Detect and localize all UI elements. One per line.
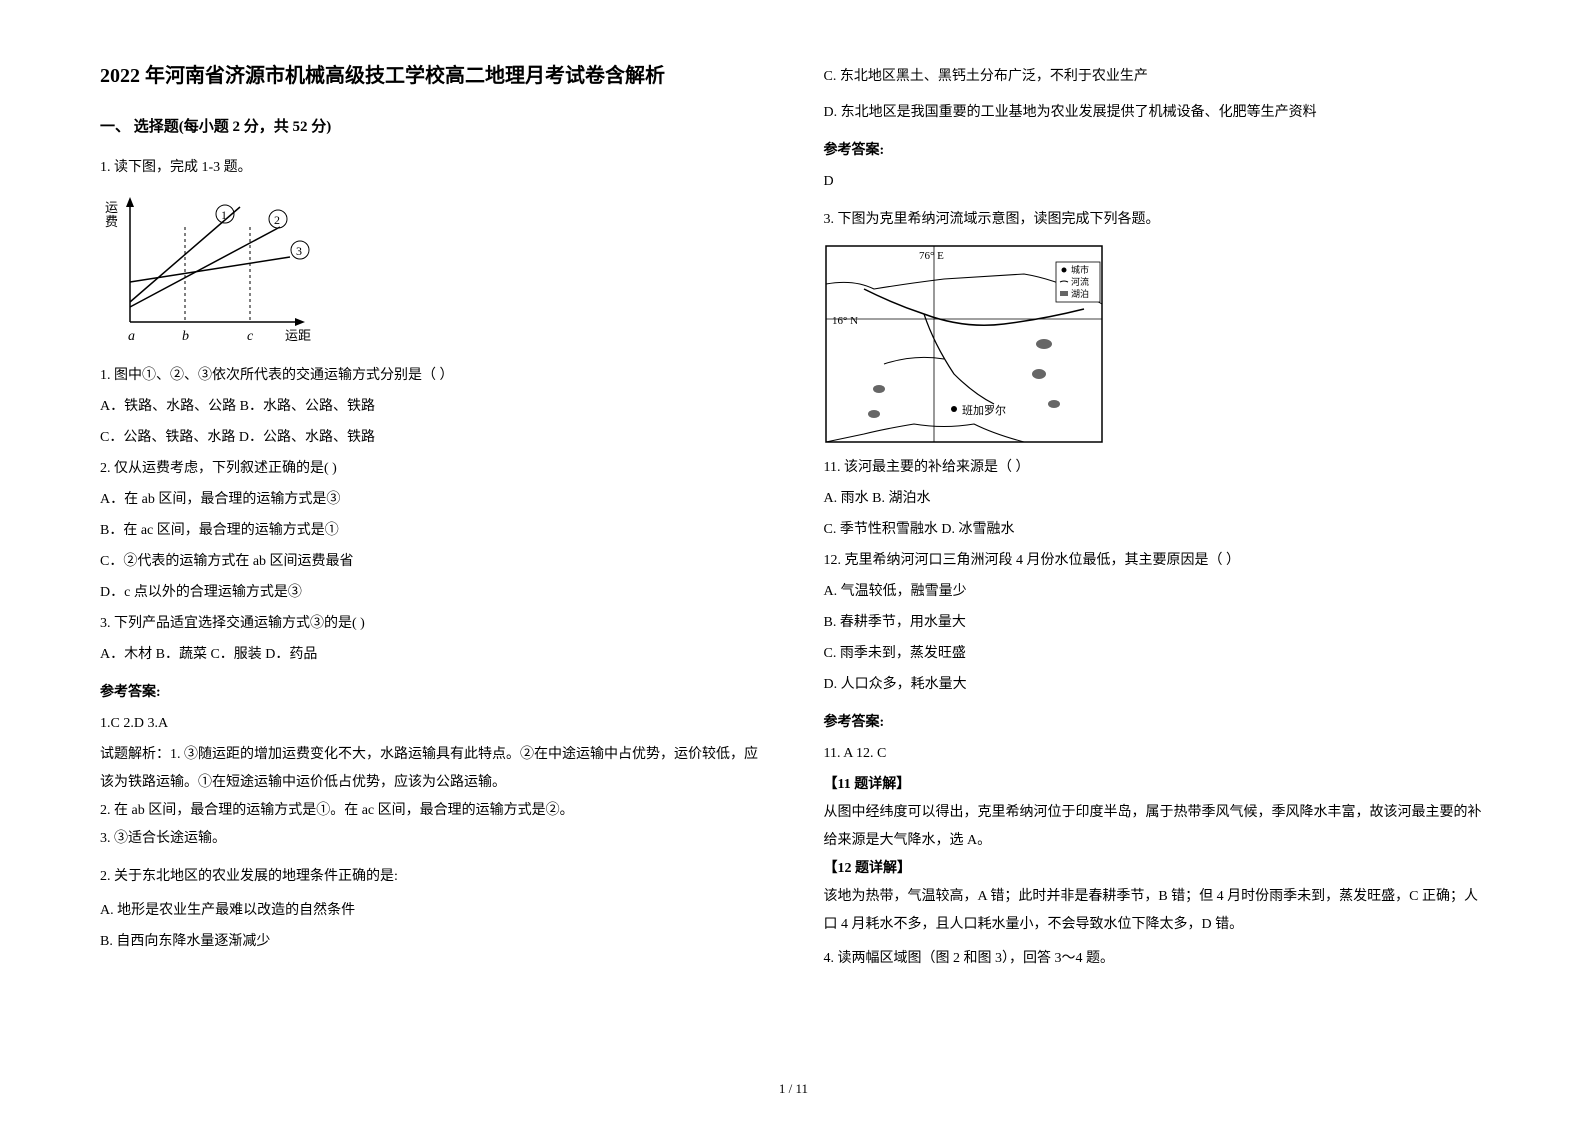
q3-intro: 3. 下图为克里希纳河流域示意图，读图完成下列各题。: [824, 206, 1488, 234]
q1-sub1-opts-cd: C．公路、铁路、水路 D．公路、水路、铁路: [100, 424, 764, 452]
q3-sub11-ab: A. 雨水 B. 湖泊水: [824, 485, 1488, 513]
explain11: 从图中经纬度可以得出，克里希纳河位于印度半岛，属于热带季风气候，季风降水丰富，故…: [824, 799, 1488, 855]
svg-text:湖泊: 湖泊: [1071, 289, 1089, 299]
q1-sub1-opts-ab: A．铁路、水路、公路 B．水路、公路、铁路: [100, 393, 764, 421]
q1-explain2: 2. 在 ab 区间，最合理的运输方式是①。在 ac 区间，最合理的运输方式是②…: [100, 797, 764, 825]
svg-text:班加罗尔: 班加罗尔: [962, 404, 1006, 417]
q1-sub2-a: A．在 ab 区间，最合理的运输方式是③: [100, 486, 764, 514]
exam-title: 2022 年河南省济源市机械高级技工学校高二地理月考试卷含解析: [100, 60, 764, 92]
q1-sub2: 2. 仅从运费考虑，下列叙述正确的是( ): [100, 455, 764, 483]
q3-sub11: 11. 该河最主要的补给来源是（ ）: [824, 454, 1488, 482]
q3-sub12-c: C. 雨季未到，蒸发旺盛: [824, 640, 1488, 668]
transport-cost-chart: 运 费 运距 a b c 1 2 3: [100, 192, 320, 352]
q3-sub11-cd: C. 季节性积雪融水 D. 冰雪融水: [824, 516, 1488, 544]
explain11-label: 【11 题详解】: [824, 771, 1488, 799]
page-container: 2022 年河南省济源市机械高级技工学校高二地理月考试卷含解析 一、 选择题(每…: [100, 60, 1487, 979]
krishna-river-map: 76° E 16° N: [824, 244, 1104, 444]
q1-answer-label: 参考答案:: [100, 679, 764, 707]
q3-answer: 11. A 12. C: [824, 740, 1488, 768]
x-axis-label: 运距: [285, 328, 311, 343]
q1-sub2-c: C．②代表的运输方式在 ab 区间运费最省: [100, 548, 764, 576]
left-column: 2022 年河南省济源市机械高级技工学校高二地理月考试卷含解析 一、 选择题(每…: [100, 60, 764, 979]
q1-sub3-opts: A．木材 B．蔬菜 C．服装 D．药品: [100, 641, 764, 669]
q1-sub2-b: B．在 ac 区间，最合理的运输方式是①: [100, 517, 764, 545]
explain12-label: 【12 题详解】: [824, 855, 1488, 883]
right-column: C. 东北地区黑土、黑钙土分布广泛，不利于农业生产 D. 东北地区是我国重要的工…: [824, 60, 1488, 979]
q2-opt-d: D. 东北地区是我国重要的工业基地为农业发展提供了机械设备、化肥等生产资料: [824, 99, 1488, 127]
svg-text:费: 费: [105, 214, 118, 229]
q3-sub12-a: A. 气温较低，融雪量少: [824, 578, 1488, 606]
svg-text:c: c: [247, 329, 254, 344]
q2-intro: 2. 关于东北地区的农业发展的地理条件正确的是:: [100, 863, 764, 891]
q2-opt-a: A. 地形是农业生产最难以改造的自然条件: [100, 897, 764, 925]
y-axis-label: 运: [105, 200, 118, 215]
svg-text:76° E: 76° E: [919, 250, 944, 262]
section-title: 一、 选择题(每小题 2 分，共 52 分): [100, 112, 764, 142]
q1-explain1: 试题解析：1. ③随运距的增加运费变化不大，水路运输具有此特点。②在中途运输中占…: [100, 741, 764, 797]
q1-sub3: 3. 下列产品适宜选择交通运输方式③的是( ): [100, 610, 764, 638]
q1-intro: 1. 读下图，完成 1-3 题。: [100, 154, 764, 182]
q1-sub2-d: D．c 点以外的合理运输方式是③: [100, 579, 764, 607]
q3-sub12-b: B. 春耕季节，用水量大: [824, 609, 1488, 637]
page-number: 1 / 11: [779, 1081, 808, 1097]
q3-sub12: 12. 克里希纳河河口三角洲河段 4 月份水位最低，其主要原因是（ ）: [824, 547, 1488, 575]
svg-text:河流: 河流: [1071, 276, 1089, 287]
q3-sub12-d: D. 人口众多，耗水量大: [824, 671, 1488, 699]
svg-text:城市: 城市: [1071, 264, 1089, 275]
q2-opt-b: B. 自西向东降水量逐渐减少: [100, 928, 764, 956]
explain12: 该地为热带，气温较高，A 错；此时并非是春耕季节，B 错；但 4 月时份雨季未到…: [824, 883, 1488, 939]
q1-explain3: 3. ③适合长途运输。: [100, 825, 764, 853]
svg-text:16° N: 16° N: [832, 315, 858, 327]
svg-text:a: a: [128, 329, 135, 344]
svg-text:3: 3: [296, 244, 302, 258]
svg-text:1: 1: [221, 208, 227, 222]
q2-answer: D: [824, 168, 1488, 196]
q1-sub1: 1. 图中①、②、③依次所代表的交通运输方式分别是（ ）: [100, 362, 764, 390]
q1-answer: 1.C 2.D 3.A: [100, 710, 764, 738]
q2-answer-label: 参考答案:: [824, 137, 1488, 165]
q3-answer-label: 参考答案:: [824, 709, 1488, 737]
q4-intro: 4. 读两幅区域图（图 2 和图 3），回答 3～4 题。: [824, 945, 1488, 973]
q2-opt-c: C. 东北地区黑土、黑钙土分布广泛，不利于农业生产: [824, 63, 1488, 91]
svg-text:b: b: [182, 329, 189, 344]
svg-text:2: 2: [274, 213, 280, 227]
